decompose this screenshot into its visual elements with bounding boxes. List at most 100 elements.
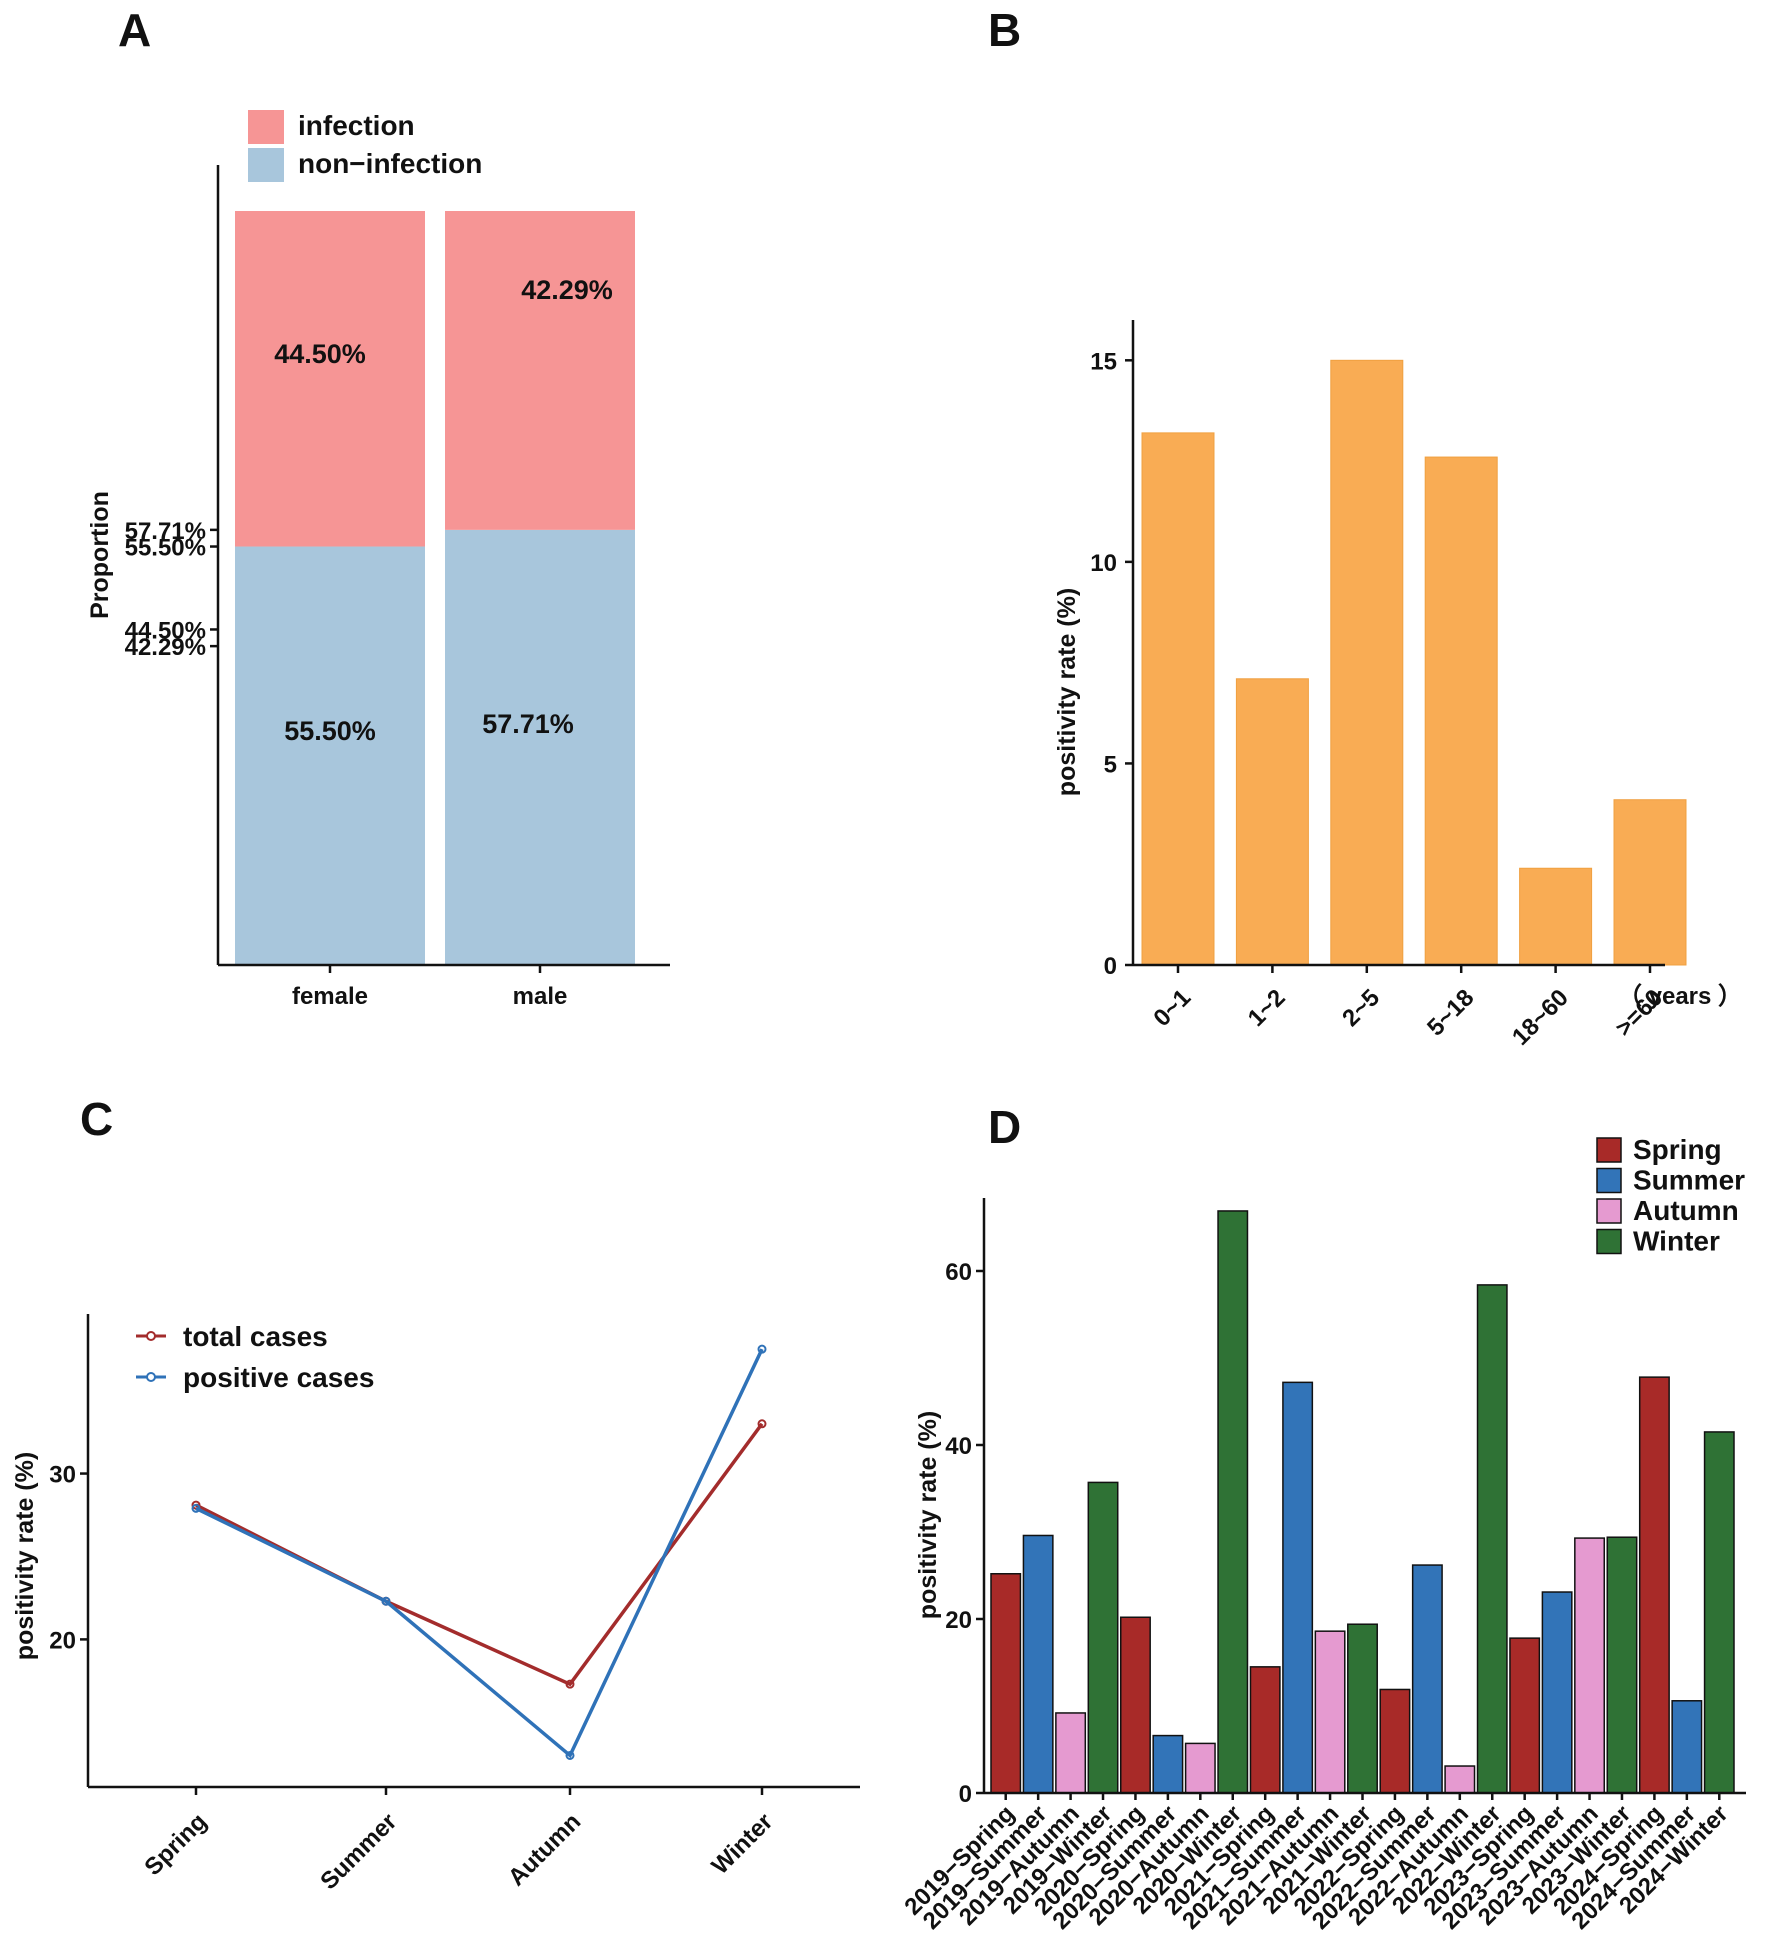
x-tick-label-spring: Spring <box>139 1808 212 1881</box>
legend-swatch-spring <box>1596 1137 1622 1163</box>
y-tick-label: 0 <box>959 1781 972 1808</box>
bar-label-male-infection: 42.29% <box>521 275 613 305</box>
bar-18-60 <box>1519 867 1593 966</box>
y-tick-label: 57.71% <box>125 518 206 545</box>
bar-2022-autumn <box>1444 1765 1476 1794</box>
legend-swatch-winter <box>1596 1228 1622 1255</box>
point-positive-cases-winter <box>757 1344 767 1354</box>
y-tick-label: 0 <box>1104 953 1117 980</box>
bar-label-female-infection: 44.50% <box>274 339 366 369</box>
y-tick-label: 55.50% <box>125 535 206 562</box>
legend-label-winter: Winter <box>1633 1226 1720 1257</box>
bar-female-non-infection <box>235 546 425 965</box>
bar-male-infection <box>445 211 635 530</box>
y-tick-label: 60 <box>945 1259 972 1286</box>
legend-swatch-summer <box>1596 1167 1622 1194</box>
panel-label-b: B <box>988 4 1021 56</box>
bar-2019-summer <box>1022 1534 1054 1794</box>
panel-label-c: C <box>80 1093 113 1145</box>
bar-2024-winter <box>1703 1431 1735 1794</box>
bar-2020-summer <box>1152 1734 1184 1794</box>
bar-2023-summer <box>1541 1591 1573 1794</box>
bar-2019-autumn <box>1055 1712 1087 1794</box>
bar-2024-spring <box>1638 1376 1670 1794</box>
legend-label-non-infection: non−infection <box>298 148 482 179</box>
bar-2023-autumn <box>1574 1537 1606 1794</box>
x-tick-label-1-2: 1~2 <box>1243 984 1291 1032</box>
panel-label-a: A <box>118 4 151 56</box>
bar-label-female-non-infection: 55.50% <box>284 716 376 746</box>
bar-2019-winter <box>1087 1481 1119 1794</box>
bar-label-male-non-infection: 57.71% <box>482 709 574 739</box>
y-tick-label: 20 <box>49 1627 76 1654</box>
point-total-cases-autumn <box>565 1679 575 1689</box>
point-positive-cases-summer <box>381 1596 391 1606</box>
y-tick-label: 15 <box>1090 348 1117 375</box>
legend-label-infection: infection <box>298 110 415 141</box>
legend-swatch-infection <box>248 110 284 144</box>
panel-label-d: D <box>988 1101 1021 1153</box>
bar-2021-spring <box>1249 1666 1281 1794</box>
x-tick-label-summer: Summer <box>315 1808 402 1895</box>
point-positive-cases-spring <box>191 1503 201 1513</box>
x-tick-label-female: female <box>292 983 368 1010</box>
x-axis-title: （ years ） <box>1618 983 1742 1010</box>
legend-marker-total-cases <box>146 1331 156 1341</box>
point-total-cases-winter <box>757 1419 767 1429</box>
series-line-positive-cases <box>195 1348 764 1759</box>
bar-male-non-infection <box>445 529 635 965</box>
x-tick-label-male: male <box>513 983 568 1010</box>
legend-marker-positive-cases <box>146 1372 156 1382</box>
y-axis-title: positivity rate (%) <box>1053 588 1081 796</box>
legend-label-total-cases: total cases <box>183 1321 328 1352</box>
legend-label-autumn: Autumn <box>1633 1195 1739 1226</box>
x-tick-label-winter: Winter <box>707 1808 779 1880</box>
point-positive-cases-autumn <box>565 1750 575 1760</box>
x-tick-label-5-18: 5~18 <box>1422 984 1479 1041</box>
bar-2021-winter <box>1347 1623 1378 1794</box>
y-axis-title: positivity rate (%) <box>11 1452 39 1660</box>
chart-a-gender-proportion: infection non−infection 55.50% 44.50% 57.71%… <box>86 110 670 1010</box>
legend-label-spring: Spring <box>1633 1134 1722 1165</box>
bar-2022-winter <box>1476 1284 1508 1794</box>
x-tick-label-18-60: 18~60 <box>1507 984 1574 1051</box>
y-tick-label: 44.50% <box>125 617 206 644</box>
bar-2020-spring <box>1119 1616 1151 1794</box>
chart-c-season-lines: 20 30 Spring Summer Autumn Winter total cases p… <box>11 1314 860 1895</box>
bar-2022-summer <box>1411 1564 1443 1794</box>
bar-2021-autumn <box>1314 1630 1346 1794</box>
bar-2023-winter <box>1606 1536 1638 1794</box>
chart-d-season-year-positivity: 2019−Spring2019−Summer2019−Autumn2019−Wi… <box>899 1134 1746 1933</box>
y-tick-label: 5 <box>1104 751 1117 778</box>
bar-2020-winter <box>1217 1210 1249 1794</box>
bar-0-1 <box>1141 432 1215 966</box>
bar-1-2 <box>1235 678 1309 966</box>
legend-label-positive-cases: positive cases <box>183 1362 374 1393</box>
y-tick-label: 20 <box>945 1607 972 1634</box>
bar-2-5 <box>1330 359 1404 966</box>
x-tick-label-autumn: Autumn <box>503 1808 586 1891</box>
y-axis-title: Proportion <box>86 491 114 619</box>
bar-2022-spring <box>1379 1688 1411 1794</box>
bar-2019-spring <box>990 1573 1022 1794</box>
bar-2021-summer <box>1282 1381 1314 1794</box>
x-tick-label-2-5: 2~5 <box>1337 984 1385 1032</box>
bar-5-18 <box>1424 456 1498 966</box>
bar-2023-spring <box>1509 1637 1541 1794</box>
y-tick-label: 42.29% <box>125 634 206 661</box>
legend-swatch-autumn <box>1596 1198 1622 1224</box>
bar-60 <box>1613 799 1687 966</box>
y-tick-label: 30 <box>49 1462 76 1489</box>
bar-2024-summer <box>1671 1700 1703 1794</box>
y-axis-title: positivity rate (%) <box>914 1411 942 1619</box>
legend-label-summer: Summer <box>1633 1165 1745 1196</box>
y-tick-label: 10 <box>1090 550 1117 577</box>
x-tick-label-0-1: 0~1 <box>1148 984 1196 1032</box>
bar-female-infection <box>235 211 425 547</box>
series-line-total-cases <box>195 1422 764 1687</box>
legend-swatch-non-infection <box>248 148 284 182</box>
y-tick-label: 40 <box>945 1433 972 1460</box>
bar-2020-autumn <box>1184 1742 1216 1794</box>
